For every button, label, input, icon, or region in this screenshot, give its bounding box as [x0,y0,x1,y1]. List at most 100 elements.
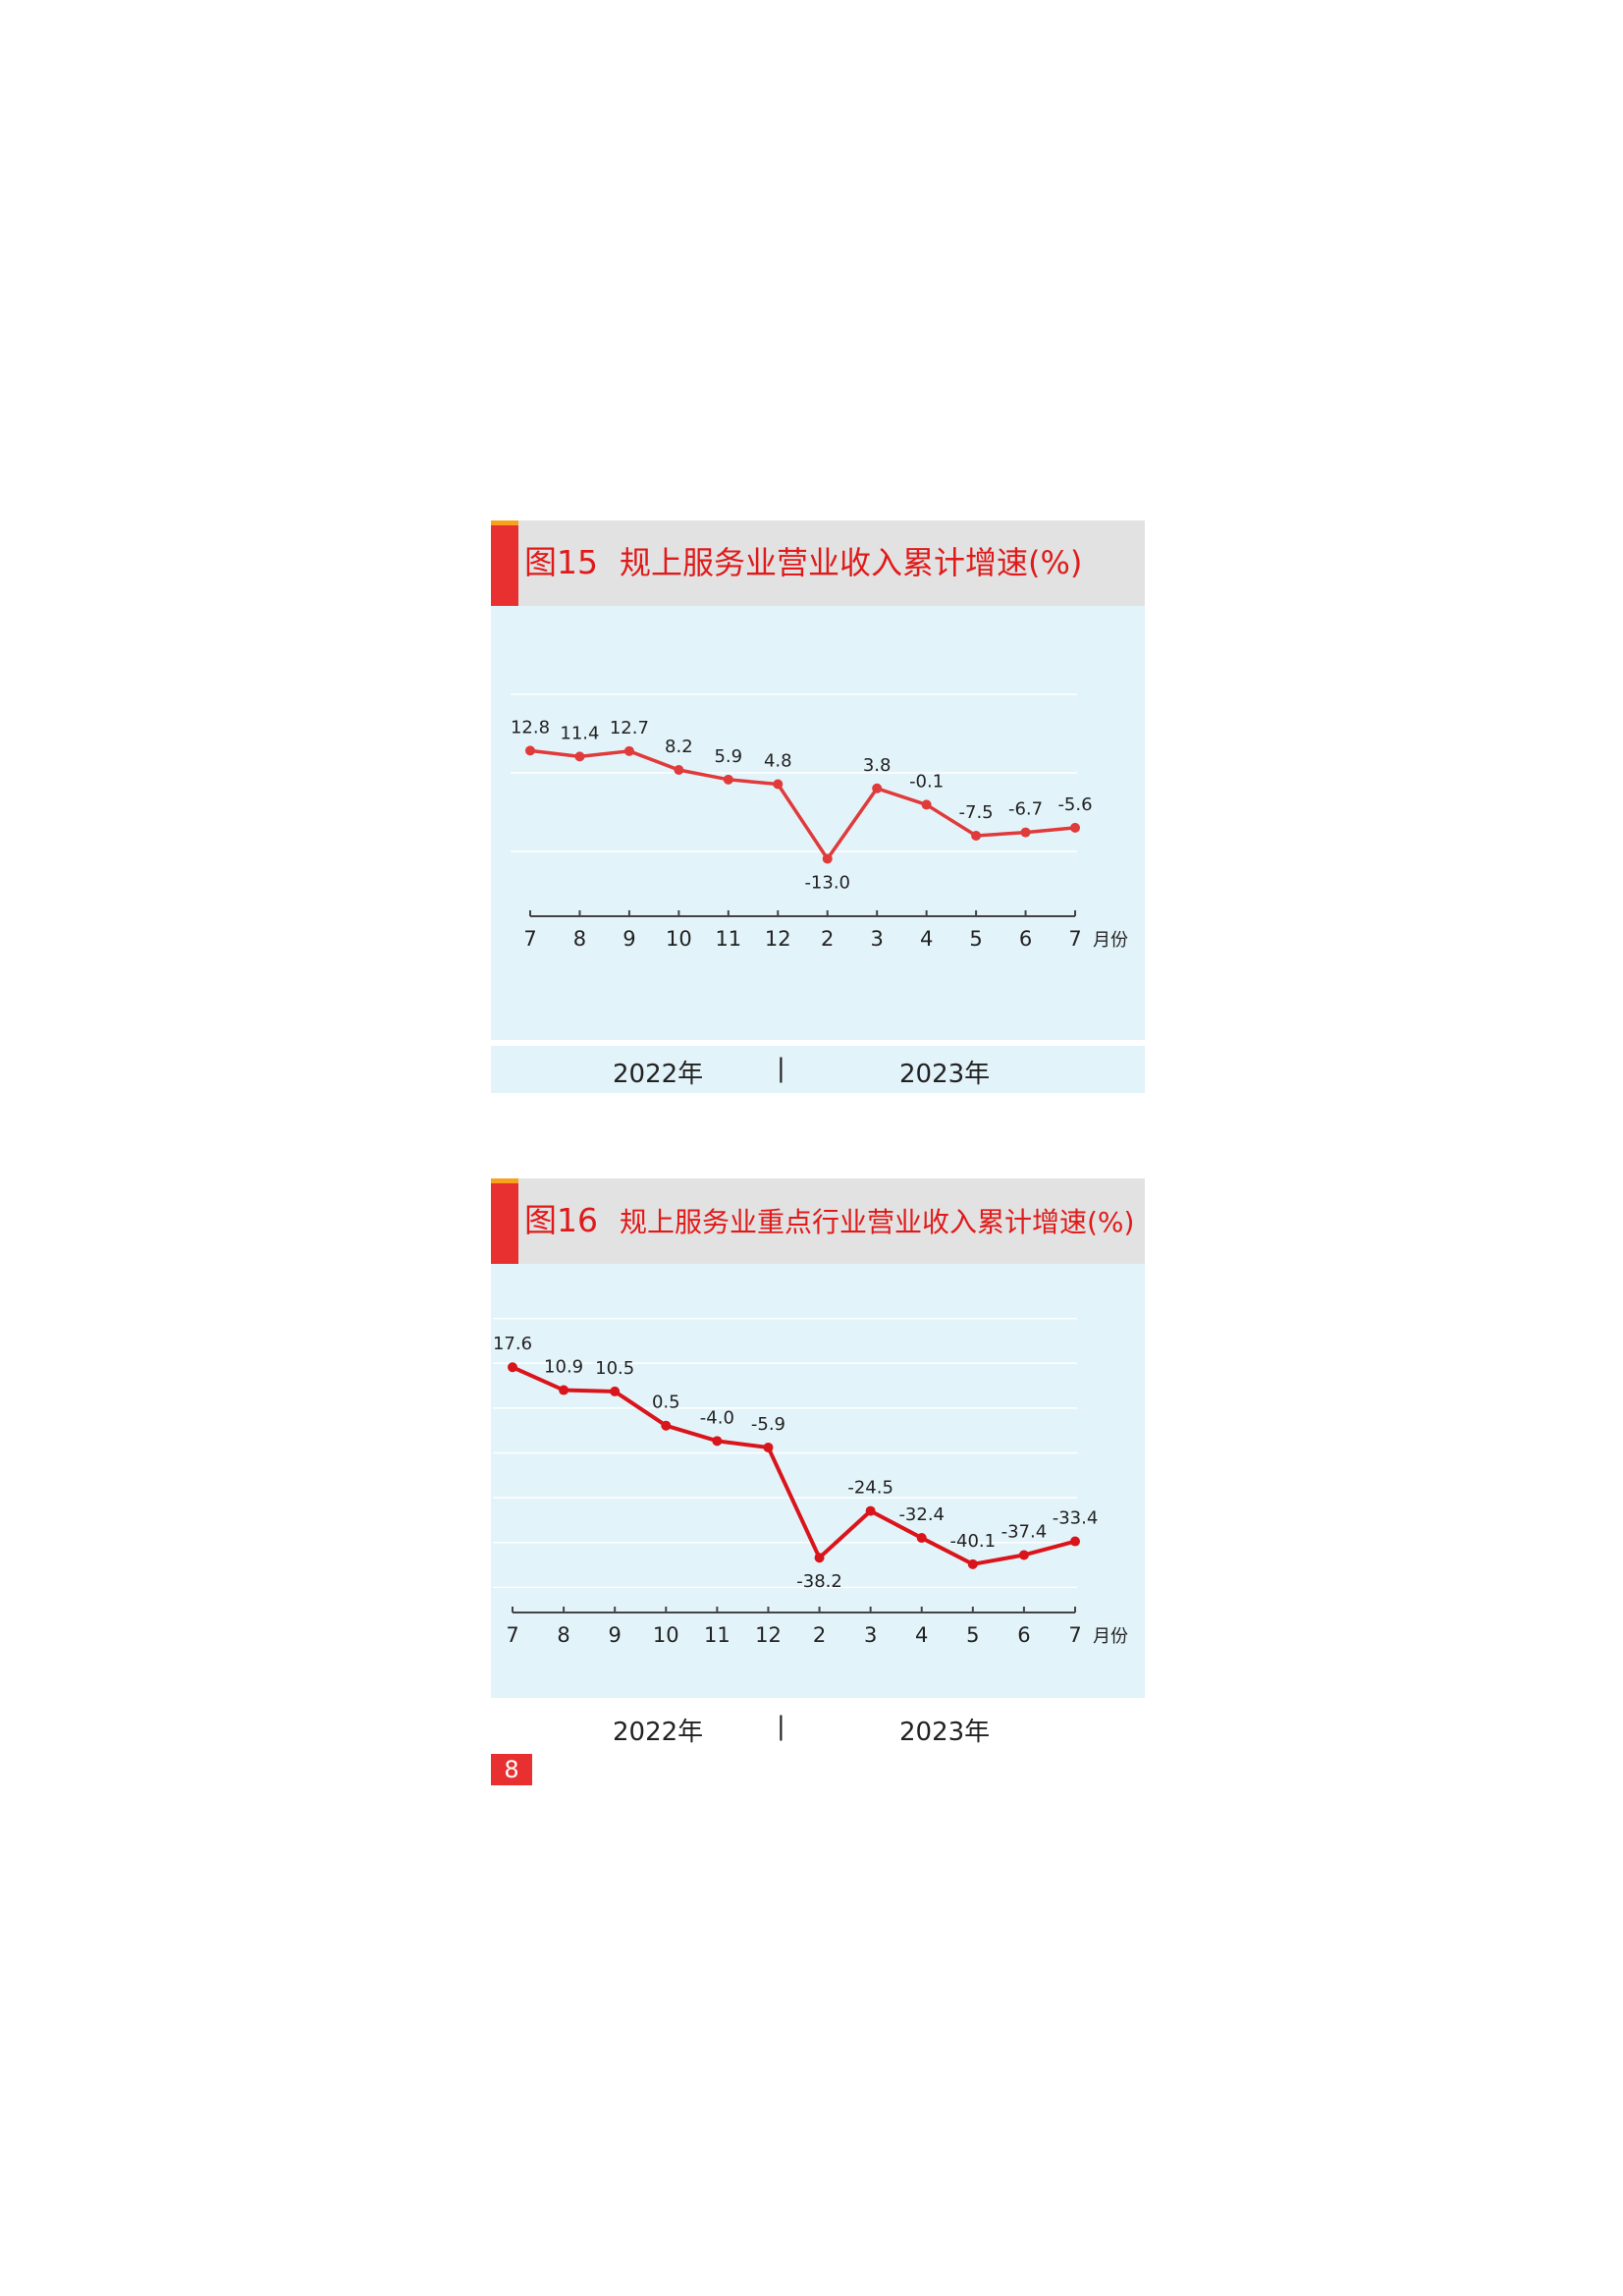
data-point [1018,1550,1029,1560]
data-label: -13.0 [804,872,850,893]
year-separator: | [777,1712,785,1741]
plot-area [491,606,1145,1040]
x-tick-label: 10 [666,927,692,951]
chart-title-bar: 图15 规上服务业营业收入累计增速(%) [491,520,1145,606]
data-point [971,831,982,841]
page-number: 8 [491,1754,532,1785]
data-label: 3.8 [863,755,892,776]
data-label: 10.9 [544,1357,583,1378]
plot-area [491,1264,1145,1698]
data-point [763,1442,774,1452]
data-point [610,1386,621,1396]
chart-title: 图15 规上服务业营业收入累计增速(%) [524,540,1082,591]
data-label: -5.9 [751,1414,785,1435]
x-axis-unit: 月份 [1093,930,1128,951]
data-label: -5.6 [1057,794,1092,815]
x-axis-unit: 月份 [1093,1626,1128,1647]
chart-title-bar: 图16 规上服务业重点行业营业收入累计增速(%) [491,1178,1145,1264]
chart-title-text: 规上服务业重点行业营业收入累计增速(%) [620,1206,1135,1238]
year-label-2023: 2023年 [899,1060,991,1089]
x-tick-label: 7 [1068,1623,1081,1647]
chart-title-text: 规上服务业营业收入累计增速(%) [620,544,1083,581]
data-point [865,1505,876,1516]
data-label: 10.5 [595,1358,634,1379]
data-label: 5.9 [714,746,742,767]
x-tick-label: 7 [506,1623,518,1647]
data-point [1070,1536,1080,1547]
year-strip: 2022年 | 2023年 [491,1046,1145,1093]
data-point [525,745,535,756]
data-label: 11.4 [560,723,599,743]
x-tick-label: 6 [1019,927,1032,951]
data-label: 8.2 [665,737,693,757]
data-point [623,745,634,756]
data-label: -24.5 [847,1478,893,1499]
x-tick-label: 7 [523,927,536,951]
data-point [872,783,883,793]
x-tick-label: 8 [573,927,586,951]
x-tick-label: 5 [969,927,982,951]
data-label: -40.1 [950,1531,997,1552]
data-label: -6.7 [1008,799,1043,820]
x-tick-label: 3 [870,927,883,951]
series-line [512,1365,1076,1566]
chart-title: 图16 规上服务业重点行业营业收入累计增速(%) [524,1198,1134,1249]
data-point [916,1533,927,1544]
x-tick-label: 3 [864,1623,877,1647]
data-label: -33.4 [1053,1508,1099,1529]
line-chart-15: 7 8 9 10 11 12 2 3 4 5 6 7 月份 12.8 11.4 12.7 8.2 5.9 4.8 -1… [511,693,1128,951]
data-point [822,853,833,864]
x-tick-label: 2 [821,927,834,951]
figure-number: 图16 [524,1201,598,1239]
x-tick-label: 2 [813,1623,826,1647]
chart-panel-16: 图16 规上服务业重点行业营业收入累计增速(%) 7 8 9 10 11 12 2 3 4 5 6 7 月… [491,1178,1145,1751]
title-accent-bar [491,520,518,606]
data-point [661,1420,672,1431]
x-tick-label: 12 [765,927,791,951]
x-tick-label: 6 [1017,1623,1030,1647]
year-strip: 2022年 | 2023年 [491,1657,1145,1751]
title-accent-bar [491,1178,518,1264]
data-label: 4.8 [764,751,792,772]
data-label: -37.4 [1001,1521,1048,1542]
x-tick-label: 5 [966,1623,979,1647]
data-point [712,1436,723,1447]
year-separator: | [777,1054,785,1083]
x-tick-label: 4 [920,927,933,951]
x-tick-label: 4 [915,1623,928,1647]
line-chart-16: 7 8 9 10 11 12 2 3 4 5 6 7 月份 17.6 10.9 10.5 0.5 -4.0 -5.9… [493,1317,1128,1647]
data-point [508,1362,517,1373]
x-tick-label: 11 [715,927,741,951]
data-label: 0.5 [652,1393,680,1413]
data-label: 17.6 [493,1334,532,1354]
x-tick-label: 8 [557,1623,569,1647]
year-label-2023: 2023年 [899,1718,991,1747]
data-label: -0.1 [909,771,944,792]
data-point [921,799,932,810]
data-point [1070,822,1080,833]
data-point [674,765,684,776]
x-tick-label: 10 [653,1623,679,1647]
data-point [559,1385,569,1395]
data-label: -4.0 [700,1407,734,1428]
data-point [723,774,733,785]
data-point [814,1553,825,1563]
data-label: 12.8 [511,717,550,738]
data-point [1020,827,1031,838]
year-label-2022: 2022年 [613,1060,704,1089]
data-label: -38.2 [796,1571,842,1592]
data-label: 12.7 [610,718,649,738]
data-label: -32.4 [898,1504,945,1525]
data-point [967,1558,978,1569]
year-label-2022: 2022年 [613,1718,704,1747]
x-tick-label: 7 [1068,927,1081,951]
data-label: -7.5 [959,802,994,823]
x-tick-label: 9 [608,1623,621,1647]
x-tick-label: 11 [704,1623,730,1647]
x-tick-label: 9 [622,927,635,951]
figure-number: 图15 [524,543,598,581]
x-tick-label: 12 [755,1623,782,1647]
data-point [773,779,784,790]
chart-panel-15: 图15 规上服务业营业收入累计增速(%) 7 8 9 10 11 12 2 3 4 5 6 7 月份 12.… [491,520,1145,1093]
series-line [529,748,1076,862]
